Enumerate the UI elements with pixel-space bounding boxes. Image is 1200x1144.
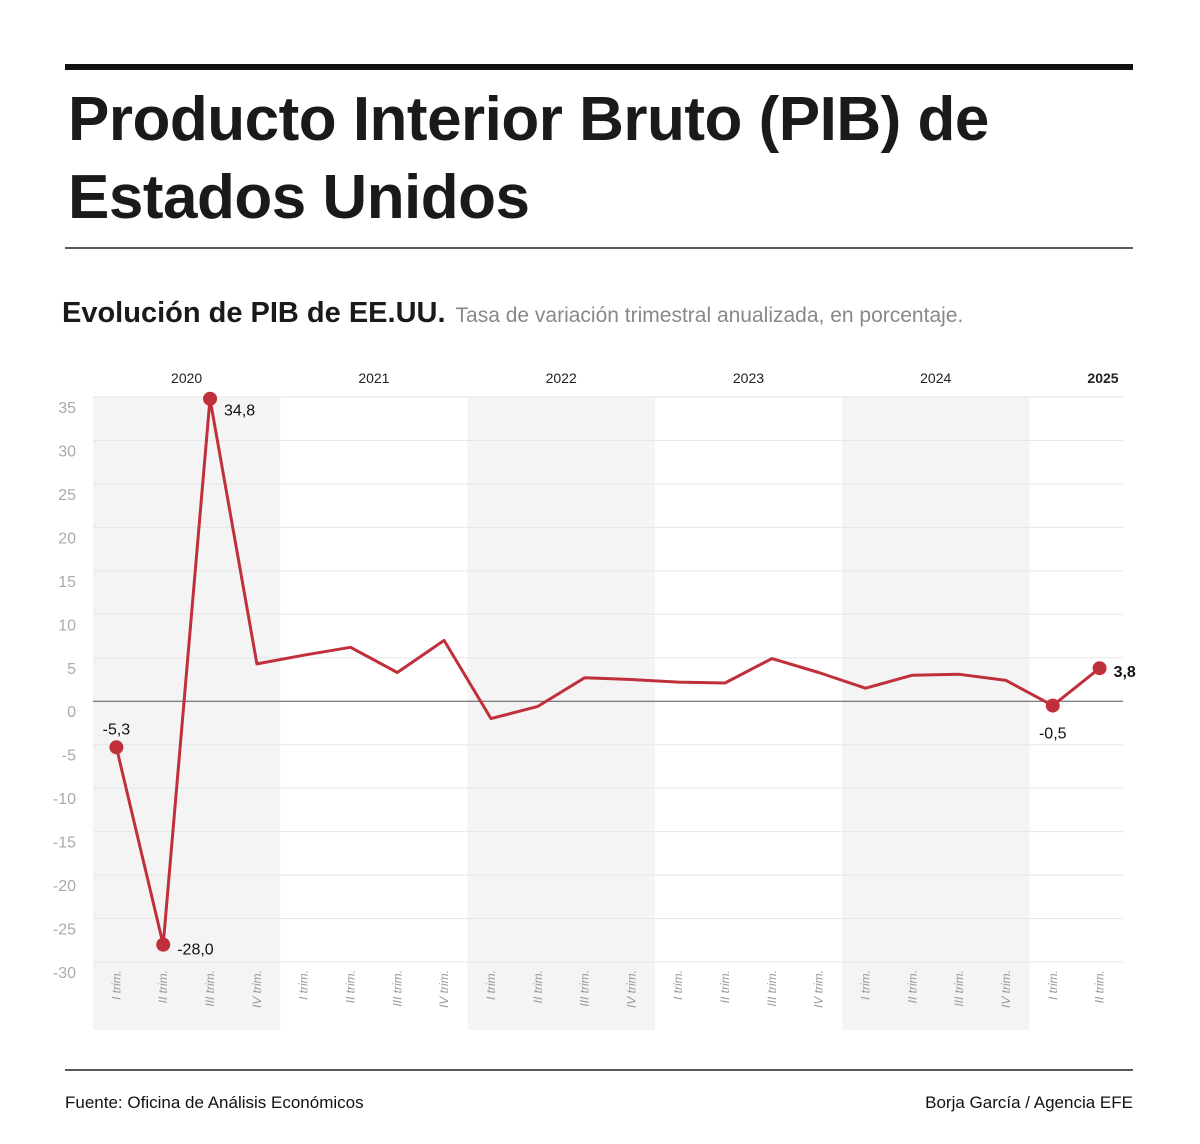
y-tick-label: -25 (53, 922, 76, 939)
data-point (1045, 698, 1060, 713)
year-label: 2020 (171, 370, 202, 386)
x-tick-label: I trim. (109, 970, 123, 1000)
year-label: 2021 (358, 370, 389, 386)
x-tick-label: II trim. (531, 970, 545, 1003)
y-tick-label: 30 (58, 443, 76, 460)
year-band (842, 397, 1030, 1030)
y-tick-label: -10 (53, 791, 76, 808)
y-tick-label: 0 (67, 704, 76, 721)
x-tick-label: I trim. (297, 970, 311, 1000)
y-tick-label: 20 (58, 530, 76, 547)
data-label: -0,5 (1039, 726, 1067, 743)
x-tick-label: II trim. (1093, 970, 1107, 1003)
data-point (1092, 661, 1107, 676)
x-tick-label: III trim. (765, 970, 779, 1007)
x-tick-label: III trim. (390, 970, 404, 1007)
data-point (156, 937, 171, 952)
year-band (93, 397, 281, 1030)
y-tick-label: 5 (67, 661, 76, 678)
data-label: -5,3 (103, 721, 131, 738)
data-point (203, 391, 218, 406)
data-point (109, 740, 124, 755)
x-tick-label: IV trim. (250, 970, 264, 1008)
y-tick-label: -20 (53, 878, 76, 895)
data-label: 3,8 (1114, 664, 1136, 681)
x-tick-label: IV trim. (999, 970, 1013, 1008)
year-band (467, 397, 655, 1030)
y-tick-label: 35 (58, 400, 76, 417)
y-tick-label: -15 (53, 835, 76, 852)
year-label: 2022 (546, 370, 577, 386)
x-tick-label: II trim. (718, 970, 732, 1003)
subtitle: Evolución de PIB de EE.UU. (62, 297, 446, 329)
x-tick-label: III trim. (203, 970, 217, 1007)
chart-title: Estados Unidos (68, 163, 530, 232)
top-rule (65, 64, 1133, 70)
y-tick-label: -5 (62, 748, 76, 765)
x-tick-label: II trim. (156, 970, 170, 1003)
y-tick-label: 15 (58, 574, 76, 591)
note: Tasa de variación trimestral anualizada,… (456, 304, 964, 327)
data-label: 34,8 (224, 403, 255, 420)
x-tick-label: I trim. (671, 970, 685, 1000)
plot: 2020 2021 2022 2023 2024 2025 35 30 25 20 15 10 5 0 -5… (53, 370, 1136, 1030)
source: Fuente: Oficina de Análisis Económicos (65, 1093, 364, 1112)
x-tick-label: I trim. (1046, 970, 1060, 1000)
y-tick-label: 10 (58, 617, 76, 634)
data-line (114, 397, 1101, 947)
credit: Borja García / Agencia EFE (925, 1093, 1133, 1112)
x-tick-label: IV trim. (437, 970, 451, 1008)
x-tick-label: I trim. (484, 970, 498, 1000)
year-label: 2023 (733, 370, 764, 386)
x-tick-label: II trim. (344, 970, 358, 1003)
x-tick-label: IV trim. (624, 970, 638, 1008)
y-tick-label: -30 (53, 965, 76, 982)
x-tick-label: II trim. (905, 970, 919, 1003)
subtitle-line: Evolución de PIB de EE.UU. Tasa de variac… (62, 297, 963, 329)
year-label: 2025 (1087, 370, 1118, 386)
x-tick-label: IV trim. (812, 970, 826, 1008)
x-tick-label: III trim. (952, 970, 966, 1007)
y-tick-label: 25 (58, 487, 76, 504)
chart-title: Producto Interior Bruto (PIB) de (68, 85, 989, 154)
x-tick-label: I trim. (859, 970, 873, 1000)
year-label: 2024 (920, 370, 951, 386)
x-tick-label: III trim. (578, 970, 592, 1007)
data-label: -28,0 (177, 942, 214, 959)
